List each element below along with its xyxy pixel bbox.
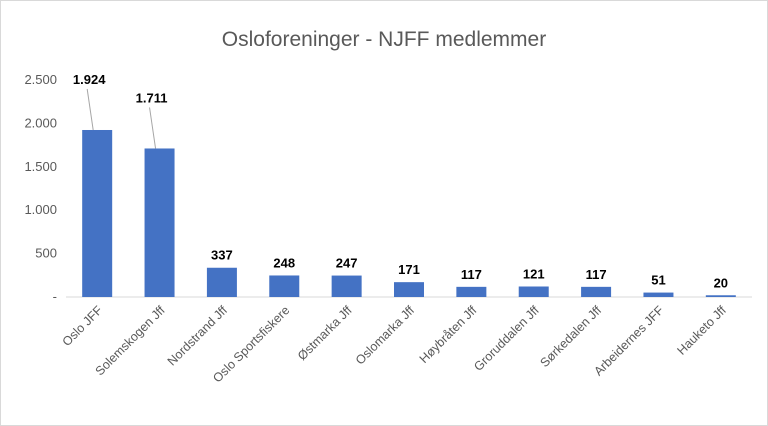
x-tick-label: Oslo JFF bbox=[60, 303, 106, 349]
bar bbox=[269, 275, 300, 297]
y-tick-label: 1.500 bbox=[24, 159, 57, 174]
data-label: 337 bbox=[211, 248, 233, 263]
y-tick-label: 2.000 bbox=[24, 115, 57, 130]
data-label: 117 bbox=[586, 267, 607, 282]
bar bbox=[82, 129, 113, 297]
x-tick-label: Sørkedalen Jff bbox=[537, 303, 604, 370]
data-label: 117 bbox=[461, 267, 482, 282]
bar bbox=[581, 286, 612, 297]
y-tick-label: 500 bbox=[35, 246, 57, 261]
x-tick-label: Oslomarka Jff bbox=[353, 303, 418, 368]
data-label: 171 bbox=[398, 262, 420, 277]
x-tick-label: Nordstrand Jff bbox=[165, 303, 231, 369]
x-tick-label: Høybråten Jff bbox=[417, 303, 480, 366]
data-label: 247 bbox=[336, 256, 358, 271]
bar bbox=[643, 292, 674, 297]
data-label: 20 bbox=[714, 275, 728, 290]
bar bbox=[518, 286, 549, 297]
bar bbox=[206, 267, 237, 297]
data-label: 51 bbox=[651, 273, 665, 288]
x-tick-label: Groruddalen Jff bbox=[471, 303, 542, 374]
x-tick-label: Østmarka Jff bbox=[295, 303, 355, 363]
data-label: 1.924 bbox=[73, 72, 106, 87]
data-label: 121 bbox=[523, 266, 545, 281]
chart-title: Osloforeninger - NJFF medlemmer bbox=[221, 28, 547, 51]
y-tick-label: 1.000 bbox=[24, 202, 57, 217]
data-label: 248 bbox=[273, 255, 295, 270]
data-label: 1.711 bbox=[136, 90, 168, 105]
data-label-leader bbox=[149, 107, 157, 149]
bar bbox=[705, 295, 736, 297]
x-tick-label: Hauketo Jff bbox=[674, 303, 729, 358]
y-tick-label: - bbox=[53, 289, 57, 304]
bar bbox=[394, 282, 424, 297]
y-tick-label: 2.500 bbox=[24, 72, 57, 87]
bar bbox=[144, 148, 175, 297]
bar bbox=[331, 275, 362, 297]
bar bbox=[456, 286, 487, 297]
data-label-leader bbox=[86, 88, 94, 131]
